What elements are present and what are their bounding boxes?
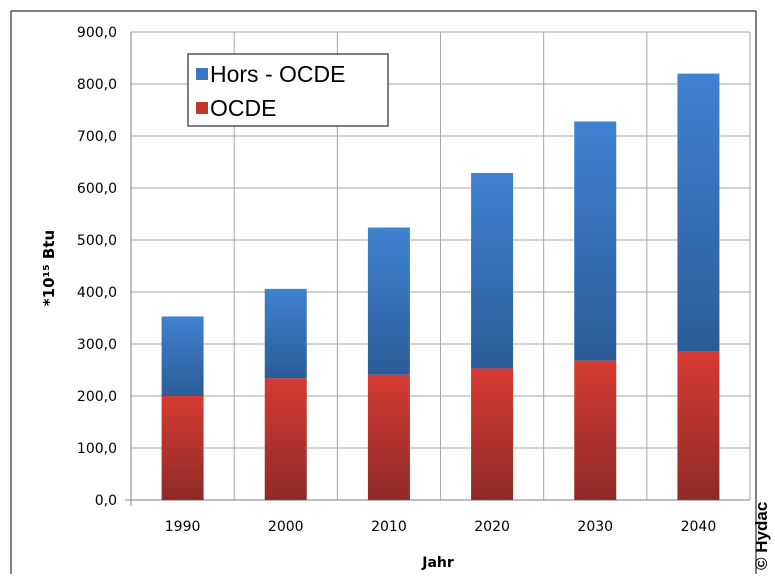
- bar-hors-ocde-2010: [367, 227, 410, 375]
- legend-label: OCDE: [210, 95, 276, 121]
- y-tick-label: 100,0: [77, 441, 117, 457]
- bar-ocde-1990: [161, 396, 204, 500]
- y-tick-label: 300,0: [77, 337, 117, 353]
- y-tick-label: 500,0: [77, 233, 117, 249]
- bar-ocde-2000: [264, 378, 307, 500]
- bar-hors-ocde-2000: [264, 288, 307, 379]
- x-axis-label: Jahr: [421, 555, 454, 571]
- y-tick-label: 700,0: [77, 129, 117, 145]
- bar-ocde-2010: [367, 374, 410, 500]
- y-tick-label: 600,0: [77, 181, 117, 197]
- bar-ocde-2040: [677, 351, 720, 500]
- bar-ocde-2020: [471, 368, 514, 500]
- bar-hors-ocde-2020: [471, 172, 514, 369]
- bar-hors-ocde-1990: [161, 316, 204, 396]
- x-tick-label: 2010: [371, 519, 407, 535]
- legend-label: Hors - OCDE: [210, 61, 345, 87]
- y-tick-label: 800,0: [77, 77, 117, 93]
- y-tick-label: 200,0: [77, 389, 117, 405]
- x-tick-label: 1990: [165, 519, 201, 535]
- copyright-text: © Hydac: [752, 502, 771, 570]
- x-tick-label: 2000: [268, 519, 304, 535]
- legend-box: [187, 53, 389, 127]
- bar-ocde-2030: [574, 360, 617, 500]
- x-tick-label: 2020: [474, 519, 510, 535]
- x-tick-label: 2030: [577, 519, 613, 535]
- legend-swatch-ocde: [196, 102, 208, 114]
- y-tick-label: 0,0: [95, 493, 117, 509]
- y-tick-label: 400,0: [77, 285, 117, 301]
- copyright-notice: © Hydac: [750, 442, 772, 572]
- y-tick-label: 900,0: [77, 25, 117, 41]
- x-tick-label: 2040: [681, 519, 717, 535]
- bar-hors-ocde-2040: [677, 73, 720, 352]
- bar-hors-ocde-2030: [574, 121, 617, 361]
- legend-swatch-hors-ocde: [196, 68, 208, 80]
- y-axis-label: *10¹⁵ Btu: [40, 230, 58, 306]
